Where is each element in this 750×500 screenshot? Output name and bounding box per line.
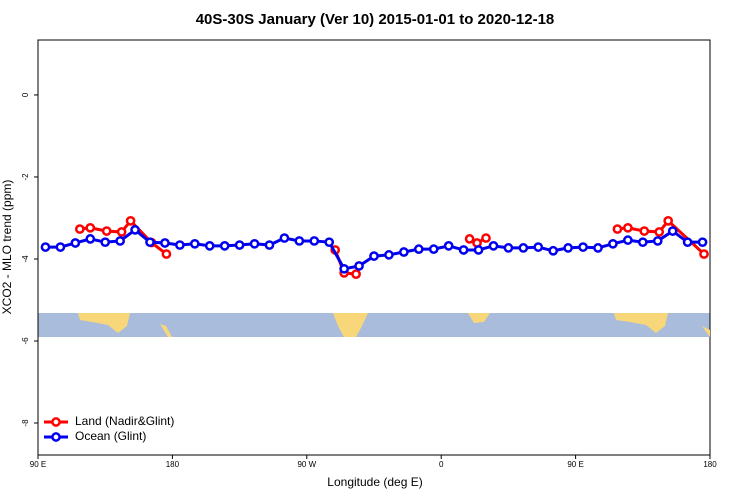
- data-point: [85, 222, 96, 233]
- data-point: [145, 237, 155, 248]
- legend-marker: [51, 432, 61, 442]
- data-point: [413, 244, 424, 254]
- data-point: [384, 250, 394, 260]
- data-point: [428, 244, 439, 254]
- data-point: [40, 242, 51, 252]
- data-point: [593, 243, 603, 253]
- x-tick-label: 180: [166, 460, 180, 469]
- x-tick-label: 90 W: [297, 460, 316, 469]
- data-point: [264, 240, 275, 250]
- x-tick-label: 90 E: [567, 460, 583, 469]
- data-point: [697, 237, 708, 248]
- plot-frame: [37, 39, 711, 456]
- data-point: [481, 233, 491, 243]
- data-point: [125, 215, 136, 226]
- data-point: [130, 225, 140, 235]
- data-point: [464, 234, 475, 244]
- y-tick-label: 0: [21, 92, 30, 97]
- x-tick-label: 90 E: [30, 460, 46, 469]
- data-point: [652, 236, 663, 246]
- legend-marker: [51, 417, 61, 427]
- data-point: [160, 238, 170, 248]
- data-point: [351, 269, 361, 280]
- data-point: [74, 224, 85, 234]
- data-point: [279, 233, 290, 243]
- data-point: [637, 237, 648, 248]
- data-point: [623, 222, 633, 233]
- data-point: [639, 226, 650, 236]
- chart-title: 40S-30S January (Ver 10) 2015-01-01 to 2…: [196, 11, 555, 28]
- data-point: [548, 245, 559, 256]
- y-tick-label: -8: [21, 419, 30, 427]
- data-point: [70, 238, 81, 248]
- y-tick-label: -4: [21, 255, 30, 263]
- data-point: [101, 226, 112, 236]
- data-point: [612, 224, 623, 234]
- y-tick-label: -6: [21, 337, 30, 345]
- data-point: [369, 251, 379, 261]
- data-point: [309, 236, 320, 246]
- data-point: [458, 245, 469, 255]
- data-point: [189, 238, 200, 249]
- data-point: [175, 240, 185, 250]
- data-point: [55, 242, 66, 252]
- data-point: [608, 238, 618, 249]
- series: [40, 225, 708, 274]
- data-point: [518, 243, 529, 253]
- data-point: [578, 242, 588, 252]
- data-point: [488, 241, 499, 251]
- data-point: [339, 263, 349, 274]
- x-axis-label: Longitude (deg E): [327, 475, 422, 489]
- legend-label: Land (Nadir&Glint): [75, 414, 174, 428]
- y-tick-label: -2: [21, 173, 30, 181]
- data-point: [115, 236, 125, 246]
- data-point: [503, 243, 514, 253]
- data-point: [204, 241, 215, 251]
- data-point: [161, 249, 172, 259]
- legend: Land (Nadir&Glint)Ocean (Glint): [44, 414, 174, 443]
- data-point: [443, 241, 454, 251]
- data-point: [249, 238, 260, 249]
- data-point: [667, 226, 678, 236]
- data-point: [234, 240, 245, 250]
- data-point: [324, 237, 335, 248]
- x-tick-label: 0: [439, 460, 444, 469]
- data-point: [85, 234, 96, 244]
- data-point: [563, 243, 573, 253]
- y-axis-label: XCO2 - MLO trend (ppm): [0, 180, 14, 315]
- data-point: [219, 241, 230, 251]
- data-point: [654, 227, 665, 237]
- data-point: [663, 215, 674, 226]
- legend-label: Ocean (Glint): [75, 429, 146, 443]
- data-point: [116, 227, 127, 237]
- data-point: [100, 237, 111, 248]
- data-point: [473, 245, 484, 255]
- series-line: [45, 227, 703, 271]
- data-point: [533, 242, 544, 252]
- data-point: [699, 249, 709, 259]
- data-point: [294, 236, 305, 246]
- data-point: [682, 237, 693, 248]
- x-tick-label: 180: [703, 460, 717, 469]
- map-strip: [38, 313, 710, 337]
- data-point: [623, 235, 633, 245]
- data-point: [399, 247, 409, 257]
- data-point: [354, 261, 364, 271]
